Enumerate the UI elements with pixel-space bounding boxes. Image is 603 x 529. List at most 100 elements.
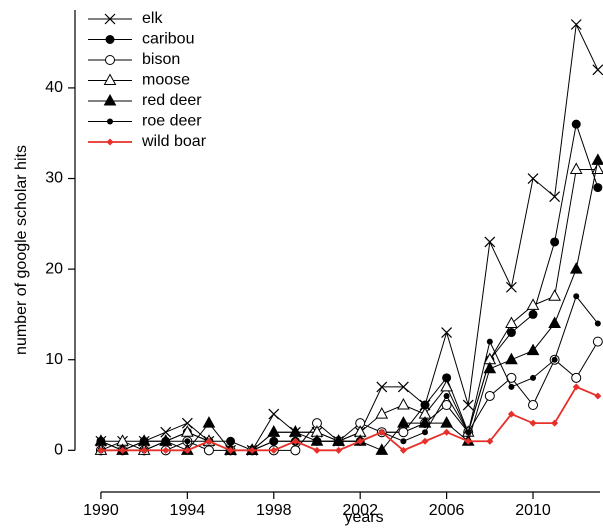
- marker: [160, 426, 172, 438]
- marker: [291, 437, 299, 445]
- legend-label: caribou: [142, 31, 194, 48]
- marker: [421, 437, 429, 445]
- series-line: [100, 168, 598, 451]
- marker: [137, 434, 151, 446]
- marker: [375, 407, 389, 419]
- series-line: [100, 160, 599, 451]
- marker: [465, 429, 472, 436]
- marker: [119, 446, 127, 454]
- marker: [397, 381, 409, 393]
- legend-marker: [103, 73, 117, 85]
- marker: [313, 446, 321, 454]
- marker: [205, 437, 213, 445]
- marker: [441, 327, 453, 338]
- x-tick-label: 2002: [342, 502, 378, 519]
- marker: [571, 119, 581, 129]
- marker: [594, 392, 602, 400]
- marker: [290, 445, 301, 456]
- marker: [528, 309, 538, 319]
- marker: [462, 399, 474, 411]
- marker: [184, 438, 191, 445]
- marker: [551, 356, 558, 363]
- marker: [442, 373, 452, 383]
- legend-marker: [104, 13, 116, 25]
- marker: [375, 443, 389, 455]
- marker: [422, 429, 428, 436]
- marker: [591, 153, 603, 165]
- y-tick-label: 0: [54, 442, 63, 459]
- marker: [506, 328, 516, 338]
- marker: [140, 446, 148, 454]
- y-tick-label: 30: [45, 170, 63, 187]
- marker: [418, 416, 432, 428]
- marker: [569, 262, 583, 274]
- legend-label: elk: [142, 10, 163, 27]
- marker: [397, 397, 410, 410]
- marker: [483, 361, 497, 374]
- legend-marker: [106, 138, 114, 146]
- legend-label: moose: [142, 72, 190, 89]
- marker: [248, 446, 256, 454]
- marker: [398, 427, 409, 438]
- marker: [592, 64, 603, 76]
- marker: [551, 419, 559, 427]
- marker: [505, 352, 518, 365]
- legend-label: bison: [142, 51, 180, 68]
- legend-marker: [107, 118, 113, 125]
- marker: [270, 438, 277, 445]
- x-tick-label: 2010: [515, 502, 551, 519]
- marker: [508, 383, 515, 390]
- marker: [549, 191, 561, 203]
- y-axis-label: number of google scholar hits: [13, 145, 30, 355]
- marker: [550, 237, 560, 247]
- marker: [202, 416, 216, 428]
- marker: [443, 392, 450, 399]
- marker: [335, 438, 342, 445]
- x-axis-label: years: [344, 509, 383, 526]
- marker: [270, 446, 278, 454]
- marker: [399, 446, 407, 454]
- marker: [376, 381, 388, 393]
- marker: [572, 383, 580, 391]
- marker: [289, 425, 302, 437]
- series-line: [100, 341, 599, 451]
- marker: [526, 343, 540, 356]
- marker: [528, 400, 539, 411]
- marker: [226, 436, 236, 446]
- legend-label: wild boar: [141, 133, 207, 150]
- x-tick-label: 1990: [83, 502, 119, 519]
- marker: [591, 162, 603, 174]
- series-line: [100, 385, 599, 452]
- marker: [181, 425, 194, 437]
- marker: [505, 281, 517, 293]
- marker: [162, 438, 169, 445]
- marker: [400, 438, 407, 445]
- marker: [530, 374, 537, 381]
- marker: [313, 438, 320, 445]
- marker: [268, 408, 280, 420]
- marker: [203, 445, 214, 456]
- marker: [420, 400, 430, 410]
- marker: [486, 437, 494, 445]
- series-line: [100, 295, 599, 451]
- marker: [573, 293, 580, 300]
- marker: [440, 379, 453, 392]
- marker: [592, 336, 603, 347]
- marker: [443, 428, 451, 436]
- marker: [593, 183, 603, 193]
- marker: [335, 446, 343, 454]
- marker: [181, 417, 193, 429]
- marker: [571, 372, 582, 383]
- legend-marker: [103, 93, 117, 106]
- marker: [464, 437, 472, 445]
- marker: [526, 298, 540, 310]
- marker: [594, 320, 601, 327]
- y-tick-label: 40: [45, 79, 63, 96]
- x-tick-label: 2006: [429, 502, 465, 519]
- series-line: [100, 122, 599, 451]
- legend-label: roe deer: [142, 113, 202, 130]
- marker: [507, 410, 515, 418]
- marker: [94, 434, 108, 446]
- marker: [267, 425, 281, 437]
